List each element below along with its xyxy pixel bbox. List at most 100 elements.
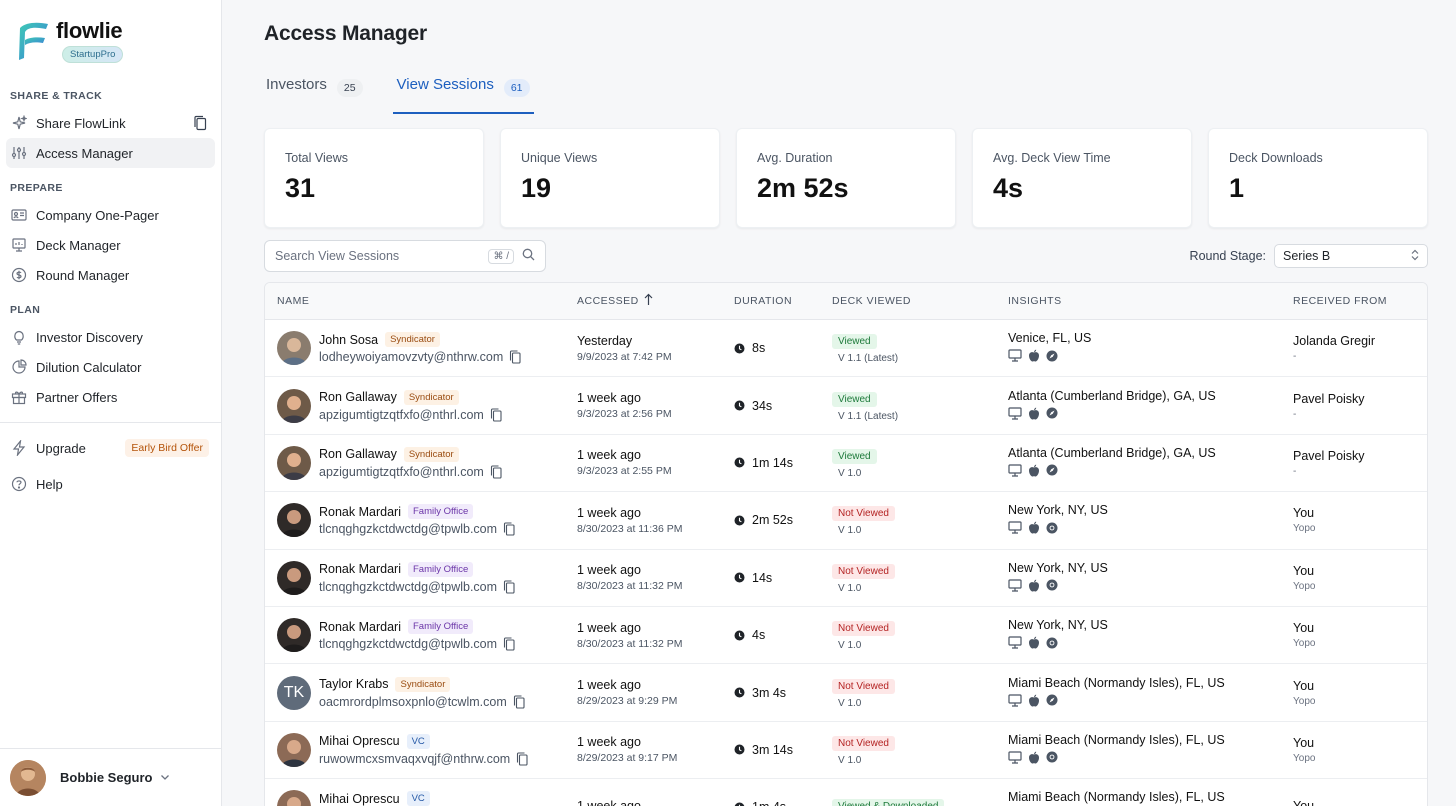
header-deck-viewed[interactable]: DECK VIEWED <box>832 295 912 307</box>
received-from-cell: Pavel Poisky - <box>1293 449 1427 477</box>
received-from-cell: Jolanda Gregir - <box>1293 334 1427 362</box>
duration-value: 3m 4s <box>752 685 787 700</box>
copy-icon[interactable] <box>509 350 521 364</box>
round-stage-select[interactable]: Series B <box>1274 244 1428 268</box>
received-from-name: You <box>1293 735 1315 750</box>
sidebar-item-access-manager[interactable]: Access Manager <box>6 138 215 168</box>
stat-value: 2m 52s <box>757 173 849 203</box>
table-row[interactable]: Ron Gallaway Syndicator apzigumtigtzqtfx… <box>265 377 1427 435</box>
sidebar-item-share-flowlink[interactable]: Share FlowLink <box>6 108 215 138</box>
header-duration[interactable]: DURATION <box>734 295 793 307</box>
user-menu[interactable]: Bobbie Seguro <box>0 748 221 806</box>
accessed-relative: 1 week ago <box>577 620 641 635</box>
sidebar-item-upgrade[interactable]: Upgrade Early Bird Offer <box>6 433 215 463</box>
person-info: Mihai Oprescu VC <box>319 791 430 806</box>
header-name[interactable]: NAME <box>277 295 310 307</box>
investor-name[interactable]: Ron Gallaway <box>319 390 397 405</box>
copy-icon[interactable] <box>503 580 515 594</box>
deck-status-badge: Not Viewed <box>832 678 895 694</box>
apple-icon <box>1028 694 1040 710</box>
accessed-cell: 1 week ago 8/29/2023 at 9:29 PM <box>577 678 734 707</box>
investor-type-tag: Family Office <box>407 561 474 577</box>
investor-name-line: Taylor Krabs Syndicator <box>319 676 525 692</box>
apple-icon <box>1028 579 1040 595</box>
accessed-relative: Yesterday <box>577 333 633 348</box>
duration-cell: 2m 52s <box>734 513 832 527</box>
stat-label: Unique Views <box>521 151 598 165</box>
table-row[interactable]: Mihai Oprescu VC 1 week ago 1m 4s <box>265 779 1427 806</box>
received-from-sub: Yopo <box>1293 752 1316 764</box>
search-box[interactable]: ⌘ / <box>264 240 546 272</box>
investor-type-tag: Syndicator <box>385 332 440 348</box>
copy-icon[interactable] <box>516 752 528 766</box>
presentation-icon <box>11 237 27 253</box>
accessed-timestamp: 9/3/2023 at 2:56 PM <box>577 408 672 421</box>
copy-icon[interactable] <box>513 694 525 709</box>
person-info: Mihai Oprescu VC ruwowmcxsmvaqxvqjf@nthr… <box>319 733 528 766</box>
insights-cell: New York, NY, US <box>1008 561 1293 595</box>
copy-icon[interactable] <box>490 408 502 422</box>
deck-status-badge: Not Viewed <box>832 621 895 637</box>
investor-email: tlcnqghgzkctdwctdg@tpwlb.com <box>319 579 498 594</box>
apple-icon <box>1028 349 1040 365</box>
copy-icon[interactable] <box>503 522 515 536</box>
received-from-sub: Yopo <box>1293 580 1316 592</box>
sidebar-item-investor-discovery[interactable]: Investor Discovery <box>6 322 215 352</box>
investor-name[interactable]: Ron Gallaway <box>319 447 397 462</box>
chevron-down-icon <box>160 770 170 785</box>
table-row[interactable]: Ron Gallaway Syndicator apzigumtigtzqtfx… <box>265 435 1427 493</box>
deck-status-badge: Viewed <box>832 334 877 350</box>
copy-icon[interactable] <box>503 637 515 651</box>
investor-name[interactable]: John Sosa <box>319 332 379 347</box>
sidebar-item-label: Round Manager <box>36 267 130 283</box>
table-row[interactable]: TK Taylor Krabs Syndicator oacmrordplmso… <box>265 664 1427 722</box>
table-row[interactable]: John Sosa Syndicator lodheywoiyamovzvty@… <box>265 320 1427 378</box>
sidebar-item-dilution-calculator[interactable]: Dilution Calculator <box>6 352 215 382</box>
stat-card-total-views: Total Views 31 <box>264 128 484 228</box>
table-row[interactable]: Ronak Mardari Family Office tlcnqghgzkct… <box>265 492 1427 550</box>
deck-cell: Viewed V 1.1 (Latest) <box>832 332 1008 364</box>
tab-investors[interactable]: Investors 25 <box>264 76 365 110</box>
accessed-relative: 1 week ago <box>577 563 641 578</box>
table-row[interactable]: Ronak Mardari Family Office tlcnqghgzkct… <box>265 550 1427 607</box>
sidebar-item-company-one-pager[interactable]: Company One-Pager <box>6 200 215 230</box>
search-input[interactable] <box>275 249 489 263</box>
investor-name[interactable]: Mihai Oprescu <box>319 791 400 806</box>
duration-cell: 8s <box>734 341 832 355</box>
clock-icon <box>734 572 745 583</box>
investor-name[interactable]: Ronak Mardari <box>319 562 401 577</box>
stats-row: Total Views 31 Unique Views 19 Avg. Dura… <box>264 128 1428 228</box>
person-info: John Sosa Syndicator lodheywoiyamovzvty@… <box>319 332 521 364</box>
duration-value: 1m 4s <box>752 800 786 806</box>
sidebar-item-deck-manager[interactable]: Deck Manager <box>6 230 215 260</box>
header-accessed[interactable]: ACCESSED <box>577 293 734 309</box>
copy-icon[interactable] <box>490 465 502 479</box>
table-row[interactable]: Ronak Mardari Family Office tlcnqghgzkct… <box>265 607 1427 665</box>
table-row[interactable]: Mihai Oprescu VC ruwowmcxsmvaqxvqjf@nthr… <box>265 722 1427 780</box>
copy-icon[interactable] <box>193 115 207 134</box>
sidebar-item-label: Company One-Pager <box>36 207 159 223</box>
sidebar-item-round-manager[interactable]: Round Manager <box>6 260 215 290</box>
header-insights[interactable]: INSIGHTS <box>1008 295 1062 307</box>
investor-name[interactable]: Ronak Mardari <box>319 504 401 519</box>
deck-cell: Viewed V 1.1 (Latest) <box>832 390 1008 422</box>
sidebar-item-help[interactable]: Help <box>6 469 215 499</box>
desktop-icon <box>1008 406 1022 423</box>
investor-name[interactable]: Taylor Krabs <box>319 677 389 692</box>
safari-icon <box>1046 694 1058 709</box>
brand[interactable]: flowlie StartupPro <box>0 0 221 78</box>
stat-label: Total Views <box>285 151 348 165</box>
search-icon[interactable] <box>522 248 535 264</box>
investor-name[interactable]: Mihai Oprescu <box>319 734 400 749</box>
deck-version: V 1.0 <box>838 467 862 479</box>
investor-name[interactable]: Ronak Mardari <box>319 619 401 634</box>
sidebar-item-partner-offers[interactable]: Partner Offers <box>6 382 215 412</box>
header-received-from[interactable]: RECEIVED FROM <box>1293 295 1388 307</box>
sidebar-item-label: Dilution Calculator <box>36 359 142 375</box>
tab-view-sessions[interactable]: View Sessions 61 <box>392 76 534 114</box>
safari-icon <box>1046 464 1058 479</box>
header-label: ACCESSED <box>577 295 639 307</box>
duration-cell: 14s <box>734 571 832 585</box>
location: Miami Beach (Normandy Isles), FL, US <box>1008 790 1225 805</box>
stat-card-deck-downloads: Deck Downloads 1 <box>1208 128 1428 228</box>
